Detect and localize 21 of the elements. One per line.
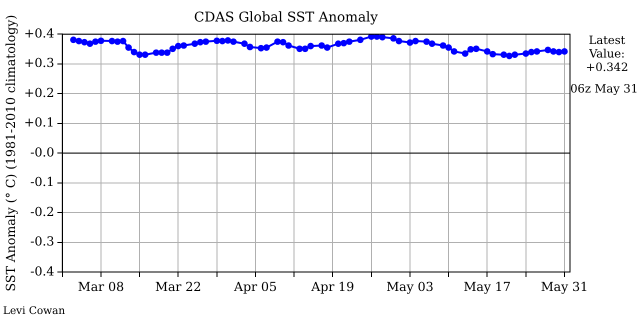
y-tick-label: +0.3 <box>24 55 54 70</box>
y-tick-label: -0.2 <box>30 204 54 219</box>
x-tick-label: May 31 <box>540 278 588 294</box>
text: Latest Value: +0.342 <box>586 33 628 74</box>
y-tick-label: -0.3 <box>30 234 54 249</box>
x-tick-label: Mar 22 <box>155 278 202 294</box>
x-tick-label: Mar 08 <box>78 278 124 294</box>
x-tick-label: Apr 19 <box>310 278 354 294</box>
chart-title: CDAS Global SST Anomaly <box>194 10 378 26</box>
x-tick-label: May 03 <box>386 278 434 294</box>
y-tick-label: -0.1 <box>30 174 54 190</box>
y-tick-label: +0.2 <box>24 84 54 100</box>
y-axis-title: SST Anomaly (° C) (1981-2010 climatology) <box>2 14 18 292</box>
x-tick-label: May 17 <box>464 278 511 294</box>
y-tick-label: -0.4 <box>30 263 54 278</box>
text: Levi Cowan <box>3 305 66 317</box>
text: 06z May 31 <box>570 82 638 96</box>
x-tick-label: Apr 05 <box>233 278 277 294</box>
y-tick-label: -0.0 <box>30 144 54 160</box>
y-tick-label: +0.4 <box>24 25 54 40</box>
y-tick-label: +0.1 <box>24 114 54 130</box>
